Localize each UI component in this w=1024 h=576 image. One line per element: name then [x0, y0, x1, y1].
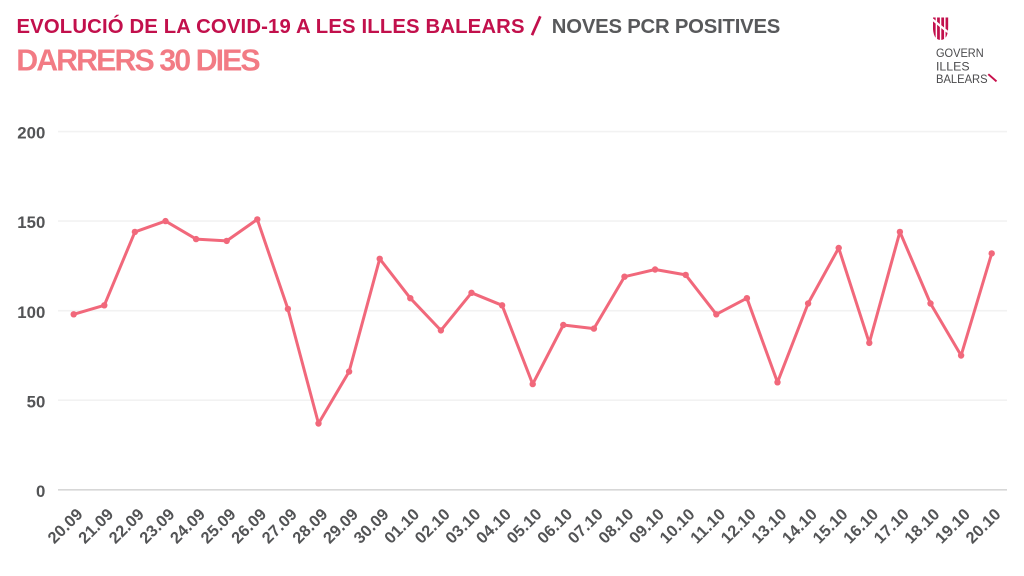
svg-text:150: 150: [17, 213, 45, 232]
svg-text:ILLES: ILLES: [936, 59, 970, 73]
svg-text:20.10: 20.10: [962, 505, 1004, 547]
svg-text:DARRERS 30 DIES: DARRERS 30 DIES: [16, 44, 261, 78]
svg-text:NOVES PCR POSITIVES: NOVES PCR POSITIVES: [552, 16, 781, 38]
svg-text:100: 100: [17, 303, 45, 322]
svg-text:0: 0: [36, 482, 45, 501]
svg-text:EVOLUCIÓ DE LA COVID-19 A LES: EVOLUCIÓ DE LA COVID-19 A LES ILLES BALE…: [17, 14, 525, 38]
svg-text:50: 50: [27, 392, 46, 411]
svg-text:GOVERN: GOVERN: [936, 46, 984, 60]
svg-text:200: 200: [17, 124, 45, 143]
svg-text:BALEARS: BALEARS: [936, 72, 988, 86]
